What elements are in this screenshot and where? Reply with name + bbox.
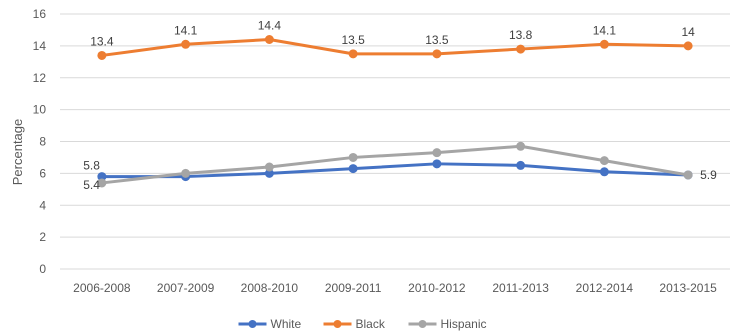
x-tick-label: 2008-2010 [241, 281, 299, 295]
series-line-black [100, 38, 690, 57]
data-point-black [683, 41, 693, 51]
data-point-white [348, 164, 358, 174]
data-label-white: 5.8 [83, 159, 100, 173]
y-axis: 0 2 4 6 8 10 12 14 16 [33, 7, 47, 276]
legend-item-hispanic: Hispanic [408, 317, 487, 331]
data-label-black: 13.5 [341, 33, 365, 47]
legend-item-black: Black [323, 317, 386, 331]
data-label-hispanic: 5.4 [83, 178, 100, 192]
legend-label: Hispanic [441, 317, 487, 331]
data-point-black [516, 44, 526, 54]
x-tick-label: 2009-2011 [325, 281, 382, 295]
data-point-black [432, 49, 442, 59]
data-point-hispanic [599, 156, 609, 166]
data-point-black [264, 35, 274, 44]
y-tick-label: 6 [39, 166, 46, 180]
y-tick-label: 4 [39, 198, 46, 212]
gridlines [60, 13, 730, 270]
y-tick-label: 14 [33, 39, 47, 53]
y-tick-label: 2 [39, 230, 46, 244]
data-label-black: 13.4 [90, 34, 114, 48]
x-tick-label: 2011-2013 [492, 281, 549, 295]
x-tick-label: 2013-2015 [659, 281, 717, 295]
data-label-black: 14 [681, 25, 695, 39]
y-tick-label: 8 [39, 135, 46, 149]
y-tick-label: 16 [33, 7, 47, 21]
legend-label: Black [356, 317, 386, 331]
series-line-white [100, 162, 690, 179]
data-point-white [432, 159, 442, 169]
data-point-hispanic [516, 141, 526, 151]
data-point-black [599, 39, 609, 49]
data-point-black [97, 50, 107, 60]
series-line-hispanic [100, 144, 690, 185]
series-black [97, 35, 693, 60]
data-point-hispanic [264, 162, 274, 172]
x-tick-label: 2006-2008 [73, 281, 131, 295]
x-tick-label: 2007-2009 [157, 281, 215, 295]
data-point-black [348, 49, 358, 59]
data-label-black: 14.1 [593, 23, 617, 37]
data-labels: 5.8 13.4 14.1 14.4 13.5 13.5 13.8 14.1 14 5.4 5.9 [83, 19, 717, 192]
data-point-hispanic [683, 170, 693, 180]
legend: White Black Hispanic [238, 317, 487, 331]
data-point-white [599, 167, 609, 177]
legend-marker [418, 320, 427, 328]
x-tick-label: 2010-2012 [408, 281, 466, 295]
series-hispanic [97, 141, 693, 188]
series [97, 35, 693, 188]
y-tick-label: 10 [33, 103, 47, 117]
data-point-hispanic [97, 178, 107, 188]
x-tick-label: 2012-2014 [576, 281, 634, 295]
y-axis-title: Percentage [10, 119, 25, 186]
x-axis: 2006-2008 2007-2009 2008-2010 2009-2011 2010… [73, 281, 717, 295]
y-tick-label: 12 [33, 71, 47, 85]
legend-item-white: White [238, 317, 302, 331]
data-point-hispanic [348, 152, 358, 162]
data-point-black [181, 39, 191, 49]
data-label-black: 14.4 [258, 19, 282, 33]
data-point-hispanic [432, 148, 442, 158]
data-label-black: 13.5 [425, 33, 449, 47]
legend-marker [333, 320, 342, 328]
y-tick-label: 0 [39, 262, 46, 276]
legend-label: White [271, 317, 302, 331]
data-point-hispanic [181, 168, 191, 178]
legend-marker [248, 320, 257, 328]
data-label-black: 14.1 [174, 23, 198, 37]
data-label-black: 13.8 [509, 28, 533, 42]
data-point-white [516, 160, 526, 170]
data-label-hispanic: 5.9 [700, 168, 717, 182]
